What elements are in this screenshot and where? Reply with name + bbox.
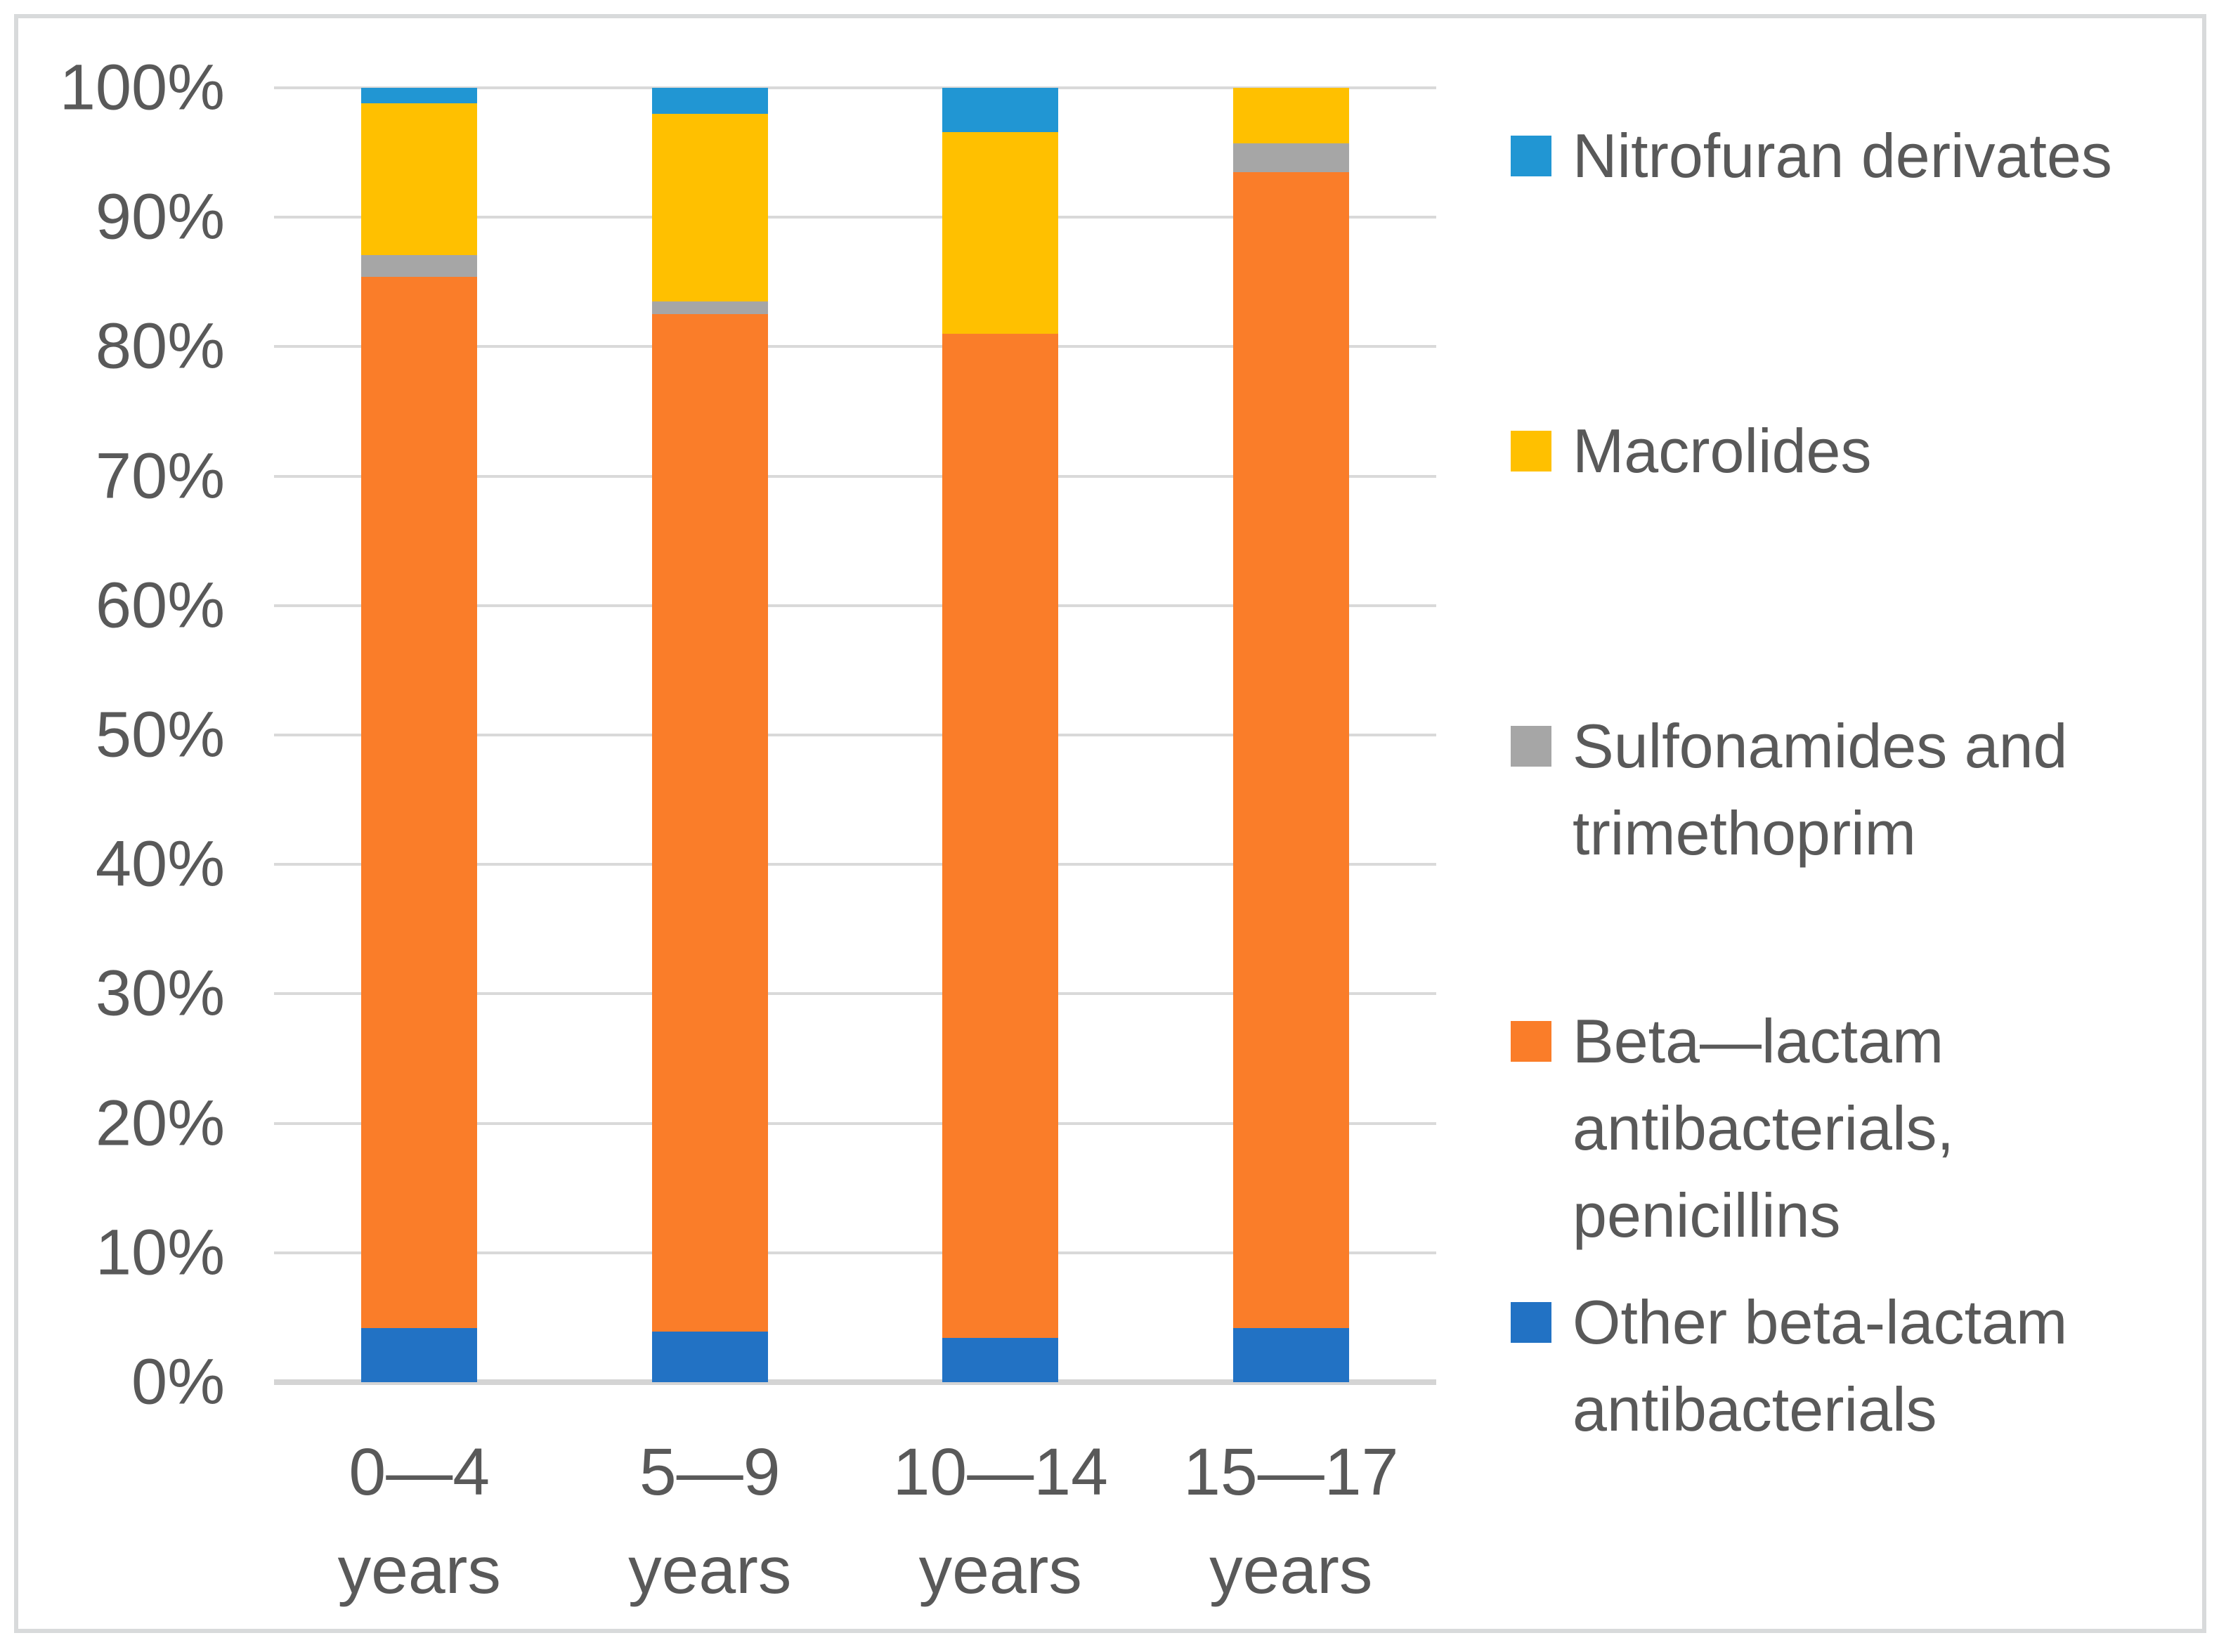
x-tick-label: 10—14 years [855,1423,1146,1620]
x-tick-line1: 0—4 [349,1435,490,1509]
bar-segment [1232,1327,1349,1382]
y-tick-label: 40% [95,828,225,900]
bar-slot [565,88,856,1382]
bar-segment [651,113,768,301]
x-axis-baseline [274,1379,1436,1385]
stacked-bar-5—9 [651,88,768,1382]
legend-item: Sulfonamides and trimethoprim [1511,703,2177,877]
y-axis: 100% 90% 80% 70% 60% 50% 40% 30% 20% 10% 0% [28,52,225,1418]
gridline [274,734,1436,736]
legend-item: Other beta-lactam antibacterials [1511,1279,2177,1453]
y-tick-label: 50% [95,698,225,771]
bar-segment [942,131,1059,334]
bar-segment [651,88,768,114]
legend-swatch-icon [1511,136,1551,176]
bar-segment [1232,143,1349,172]
gridline [274,474,1436,478]
stacked-bar-10—14 [942,88,1059,1382]
y-tick-label: 80% [95,310,225,382]
gridline [274,1121,1436,1125]
bar-segment [361,254,478,277]
bar-segment [651,1332,768,1382]
bar-segment [942,88,1059,132]
y-tick-label: 70% [95,440,225,512]
bars-container [274,88,1436,1382]
bar-slot [1146,88,1437,1382]
legend: Nitrofuran derivates Macrolides Sulfonamid… [1511,0,2213,1652]
plot-area [274,86,1436,1385]
gridline [274,992,1436,996]
legend-swatch-icon [1511,1021,1551,1062]
legend-item: Macrolides [1511,408,2177,495]
y-tick-label: 100% [59,51,225,124]
gridline [274,604,1436,607]
legend-label: Beta—lactam antibacterials, penicillins [1573,1006,1954,1250]
x-tick-label: 5—9 years [565,1423,856,1620]
legend-swatch-icon [1511,1302,1551,1343]
bar-segment [361,88,478,104]
x-tick-line2: years [1209,1533,1373,1608]
gridline [274,863,1436,866]
bar-segment [1232,88,1349,144]
legend-item: Beta—lactam antibacterials, penicillins [1511,998,2177,1259]
bar-segment [361,1327,478,1382]
bar-segment [361,103,478,255]
x-tick-line1: 5—9 [639,1435,781,1509]
y-tick-label: 30% [95,957,225,1029]
gridline [274,216,1436,219]
y-tick-label: 10% [95,1216,225,1289]
stacked-bar-15—17 [1232,88,1349,1382]
legend-label: Macrolides [1573,416,1872,486]
bar-slot [855,88,1146,1382]
gridline [274,345,1436,349]
legend-item: Nitrofuran derivates [1511,112,2177,200]
bar-segment [942,333,1059,1339]
x-tick-line2: years [918,1533,1082,1608]
bar-segment [1232,171,1349,1328]
x-tick-label: 15—17 years [1146,1423,1437,1620]
y-tick-label: 20% [95,1087,225,1159]
legend-label: Sulfonamides and trimethoprim [1573,711,2068,868]
x-axis: 0—4 years 5—9 years 10—14 years 15—17 years [274,1423,1436,1620]
y-tick-label: 0% [131,1346,225,1418]
bar-slot [274,88,565,1382]
x-tick-line1: 15—17 [1183,1435,1399,1509]
gridline [274,1251,1436,1254]
y-tick-label: 90% [95,181,225,253]
bar-segment [361,276,478,1328]
legend-label: Nitrofuran derivates [1573,121,2112,190]
bar-segment [651,314,768,1332]
y-tick-label: 60% [95,569,225,642]
legend-swatch-icon [1511,431,1551,471]
x-tick-line1: 10—14 [892,1435,1108,1509]
bar-segment [942,1338,1059,1382]
stacked-bar-0—4 [361,88,478,1382]
x-tick-label: 0—4 years [274,1423,565,1620]
x-tick-line2: years [628,1533,792,1608]
legend-label: Other beta-lactam antibacterials [1573,1287,2068,1444]
gridline [274,86,1436,89]
x-tick-line2: years [337,1533,501,1608]
bar-segment [651,301,768,315]
legend-swatch-icon [1511,726,1551,767]
